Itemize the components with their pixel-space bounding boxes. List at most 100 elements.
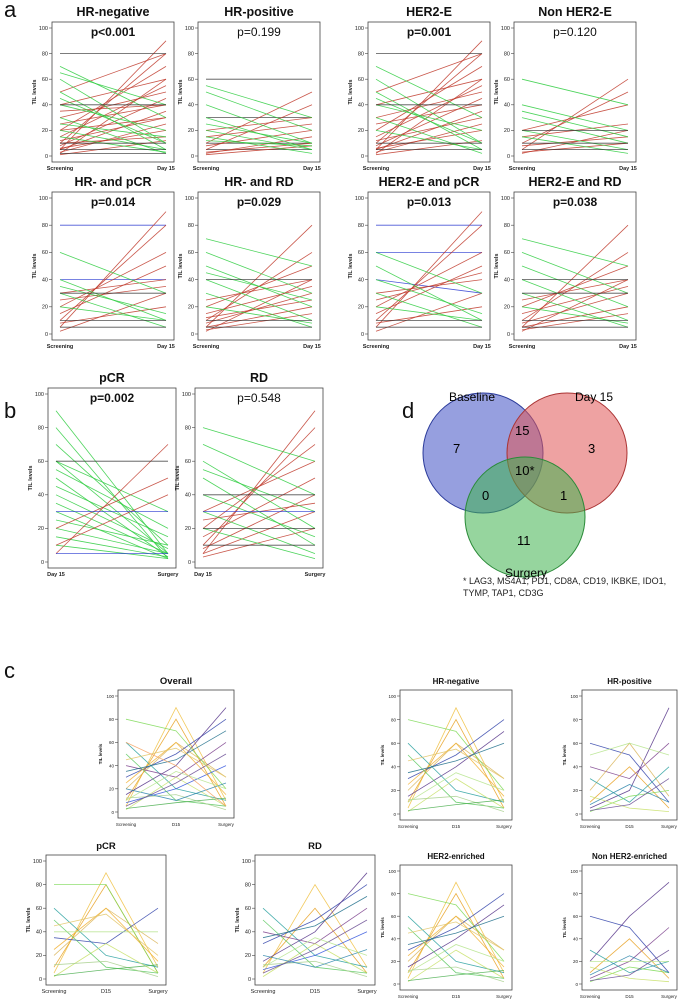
y-tick-label-c1-1: 20 — [109, 787, 115, 792]
y-tick-label-c2-4: 80 — [391, 717, 397, 722]
venn-count-day15-surgery: 1 — [560, 488, 567, 503]
x-tick-label-a6-1: Day 15 — [303, 344, 321, 350]
series-line-c5-9 — [262, 896, 368, 939]
y-tick-label-c4-4: 80 — [36, 882, 42, 888]
y-axis-label-a5: TIL levels — [32, 254, 38, 279]
y-tick-label-a5-5: 100 — [39, 196, 48, 202]
series-line-a1-10 — [59, 123, 167, 153]
x-tick-label-a7-0: Screening — [363, 344, 390, 350]
series-line-c1-12 — [125, 730, 227, 772]
series-line-a5-2 — [59, 211, 167, 328]
series-line-c7-0 — [589, 915, 670, 973]
y-axis-label-c3: TIL levels — [562, 744, 567, 765]
y-tick-label-c1-0: 0 — [111, 810, 114, 815]
series-line-c4-10 — [53, 913, 159, 956]
y-tick-label-c7-5: 100 — [570, 869, 578, 874]
panel-letter-a: a — [4, 0, 17, 22]
series-line-c2-10 — [407, 742, 505, 774]
series-line-c3-6 — [589, 790, 670, 812]
series-line-c7-8 — [589, 949, 670, 981]
chart-title-a6: HR- and RD — [224, 175, 293, 189]
y-tick-label-a1-0: 0 — [45, 154, 48, 160]
y-tick-label-c2-1: 20 — [391, 788, 397, 793]
x-tick-label-c1-2: Surgery — [218, 822, 235, 827]
series-line-a5-5 — [59, 265, 167, 314]
y-tick-label-c1-4: 80 — [109, 717, 115, 722]
series-line-a6-0 — [205, 224, 313, 328]
y-tick-label-a4-3: 60 — [504, 77, 510, 83]
y-tick-label-a2-2: 40 — [188, 103, 194, 109]
y-tick-label-c4-0: 0 — [39, 977, 42, 983]
y-tick-label-c3-0: 0 — [575, 812, 578, 817]
venn-label-day15: Day 15 — [575, 390, 613, 404]
series-line-a8-5 — [521, 292, 629, 324]
series-line-a7-9 — [375, 272, 483, 301]
series-line-a2-8 — [205, 130, 313, 147]
series-line-a4-11 — [521, 136, 629, 154]
y-tick-label-c5-4: 80 — [245, 882, 251, 888]
x-tick-label-c4-0: Screening — [42, 989, 67, 995]
series-line-c7-5 — [589, 966, 670, 983]
series-line-a8-11 — [521, 265, 629, 308]
p-value-b1: p=0.002 — [90, 391, 135, 405]
y-tick-label-c3-3: 60 — [573, 741, 579, 746]
y-tick-label-c2-5: 100 — [388, 694, 396, 699]
series-line-c2-6 — [407, 719, 505, 791]
series-line-a8-3 — [521, 279, 629, 332]
series-line-b1-0 — [55, 410, 169, 554]
series-line-c3-4 — [589, 766, 670, 809]
series-line-c6-10 — [407, 915, 505, 945]
y-tick-label-a6-3: 60 — [188, 250, 194, 256]
series-line-b1-9 — [55, 519, 169, 546]
series-line-a1-16 — [59, 104, 167, 112]
series-line-b1-17 — [55, 477, 169, 529]
series-line-a6-5 — [205, 292, 313, 324]
y-tick-label-a4-4: 80 — [504, 51, 510, 57]
series-line-a3-6 — [375, 98, 483, 147]
series-line-c3-8 — [589, 784, 670, 805]
y-tick-label-b1-2: 40 — [38, 493, 44, 499]
y-tick-label-c6-5: 100 — [388, 869, 396, 874]
series-line-c4-11 — [53, 964, 159, 976]
series-line-a4-8 — [521, 104, 629, 131]
chart-title-c6: HER2-enriched — [427, 852, 484, 861]
y-tick-label-b1-1: 20 — [38, 526, 44, 532]
y-tick-label-a2-4: 80 — [188, 51, 194, 57]
y-tick-label-b1-5: 100 — [35, 392, 44, 398]
p-value-a5: p=0.014 — [91, 195, 136, 209]
chart-title-c3: HR-positive — [607, 677, 652, 686]
x-tick-label-a1-1: Day 15 — [157, 166, 175, 172]
x-tick-label-a6-0: Screening — [193, 344, 220, 350]
series-line-c2-12 — [407, 748, 505, 779]
x-tick-label-a5-1: Day 15 — [157, 344, 175, 350]
plot-frame-a7 — [367, 191, 491, 341]
x-tick-label-c4-2: Surgery — [148, 989, 168, 995]
y-tick-label-b2-2: 40 — [185, 493, 191, 499]
panel-letter-d: d — [402, 398, 415, 423]
x-tick-label-c3-1: D15 — [625, 824, 634, 829]
series-line-a6-13 — [205, 279, 313, 321]
series-line-a8-0 — [521, 224, 629, 328]
y-tick-label-a1-5: 100 — [39, 26, 48, 32]
chart-title-c2: HR-negative — [433, 677, 480, 686]
venn-label-baseline: Baseline — [449, 390, 495, 404]
y-tick-label-b2-0: 0 — [188, 560, 191, 566]
x-tick-label-a2-0: Screening — [193, 166, 220, 172]
series-line-b2-4 — [202, 477, 316, 538]
y-tick-label-a7-0: 0 — [361, 332, 364, 338]
series-line-c5-1 — [262, 907, 368, 974]
series-line-a8-10 — [521, 252, 629, 294]
x-tick-label-a2-1: Day 15 — [303, 166, 321, 172]
venn-footnote: * LAG3, MS4A1, PD1, CD8A, CD19, IKBKE, I… — [463, 576, 667, 598]
series-line-b1-1 — [55, 427, 169, 559]
venn-count-baseline-surgery: 0 — [482, 488, 489, 503]
y-tick-label-c6-1: 20 — [391, 959, 397, 964]
x-tick-label-c3-2: Surgery — [661, 824, 678, 829]
x-tick-label-b2-1: Surgery — [305, 572, 327, 578]
chart-title-a5: HR- and pCR — [74, 175, 151, 189]
series-line-a6-6 — [205, 279, 313, 301]
series-line-c2-13 — [407, 799, 505, 811]
series-line-a7-12 — [375, 265, 483, 321]
series-line-c1-16 — [125, 797, 227, 809]
